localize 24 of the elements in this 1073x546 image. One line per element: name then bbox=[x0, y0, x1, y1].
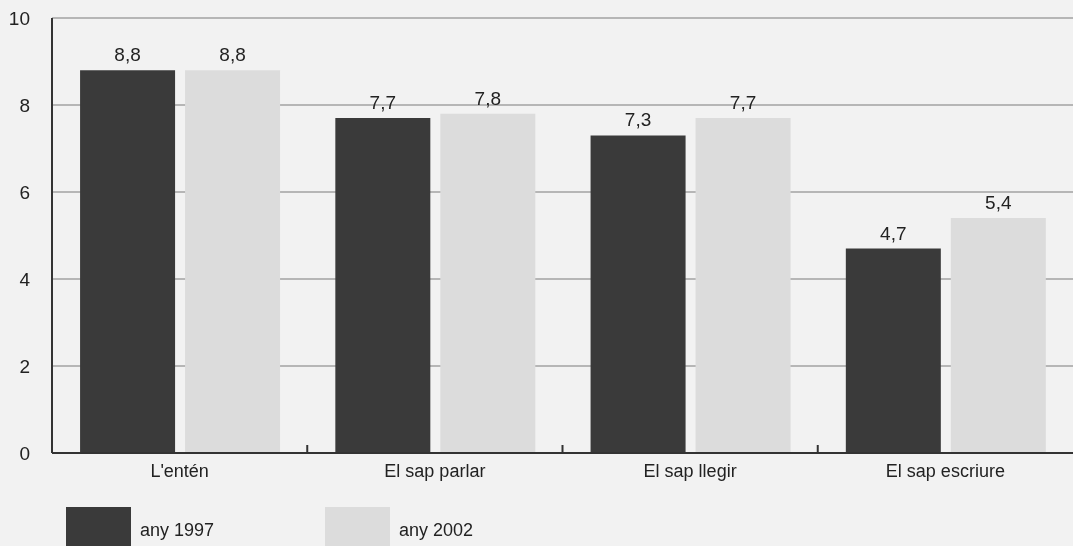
data-label: 4,7 bbox=[880, 222, 907, 244]
y-tick-label: 0 bbox=[19, 442, 30, 464]
x-tick-label: El sap llegir bbox=[643, 461, 737, 481]
data-label: 8,8 bbox=[114, 44, 141, 66]
x-tick-label: L'entén bbox=[150, 461, 209, 481]
bar bbox=[950, 218, 1046, 453]
bar bbox=[185, 70, 281, 453]
legend-label: any 1997 bbox=[140, 520, 215, 541]
data-label: 7,3 bbox=[624, 109, 652, 131]
x-tick-label: El sap escriure bbox=[885, 461, 1005, 481]
y-tick-label: 6 bbox=[19, 181, 30, 203]
bar bbox=[695, 118, 791, 453]
bar bbox=[440, 113, 536, 453]
y-tick-label: 2 bbox=[19, 355, 30, 377]
data-label: 8,8 bbox=[219, 44, 246, 66]
y-tick-label: 10 bbox=[8, 7, 30, 29]
data-label: 5,4 bbox=[985, 192, 1012, 214]
x-tick-label: El sap parlar bbox=[384, 461, 486, 481]
y-tick-label: 8 bbox=[19, 94, 30, 116]
data-label: 7,8 bbox=[474, 87, 502, 109]
data-label: 7,7 bbox=[369, 92, 397, 114]
y-tick-label: 4 bbox=[19, 268, 31, 290]
legend-label: any 2002 bbox=[399, 520, 474, 541]
data-label: 7,7 bbox=[729, 92, 757, 114]
